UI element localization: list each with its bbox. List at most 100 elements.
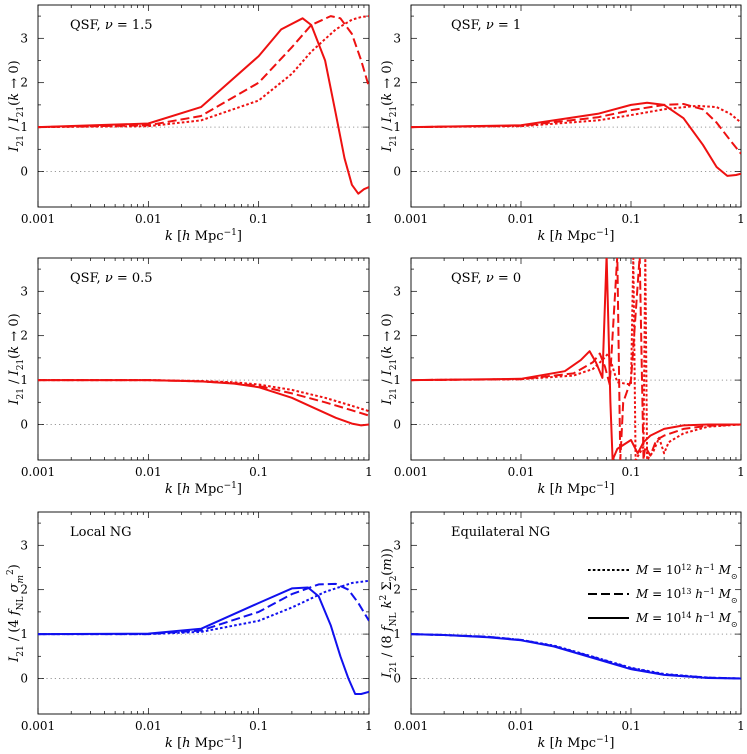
y-tick-label: 2: [20, 76, 28, 90]
x-axis-label: k [h Mpc−1]: [165, 481, 242, 497]
x-tick-label: 0.1: [621, 465, 640, 479]
y-tick-label: 3: [393, 284, 401, 298]
x-tick-label: 1: [365, 719, 373, 733]
series-line-solid: [38, 379, 369, 427]
y-tick-label: 1: [20, 120, 28, 134]
series-line-dotted: [38, 579, 369, 636]
series-line-dashed: [38, 379, 369, 417]
plot-frame: [37, 4, 370, 208]
legend-entry-label: M = 1014 h−1 M⊙: [635, 611, 738, 629]
series-line-solid: [38, 586, 369, 695]
y-tick-label: 0: [393, 671, 401, 685]
y-tick-label: 0: [393, 164, 401, 178]
series-group: [38, 15, 369, 195]
x-tick-label: 1: [737, 719, 745, 733]
x-tick-label: 0.1: [621, 719, 640, 733]
y-tick-label: 2: [393, 583, 401, 597]
x-tick-label: 0.1: [621, 212, 640, 226]
y-tick-label: 3: [393, 31, 401, 45]
panel-title: QSF, ν = 1: [451, 18, 521, 33]
y-tick-label: 2: [393, 329, 401, 343]
y-tick-label: 1: [20, 373, 28, 387]
x-axis-label: k [h Mpc−1]: [165, 228, 242, 244]
y-tick-label: 1: [393, 373, 401, 387]
plot-frame: [37, 257, 370, 461]
x-tick-label: 0.1: [249, 212, 268, 226]
plot-frame: [410, 4, 742, 208]
y-tick-label: 1: [20, 627, 28, 641]
x-tick-label: 0.01: [508, 212, 535, 226]
panel-title: QSF, ν = 0.5: [70, 271, 153, 286]
series-line-solid: [38, 17, 369, 195]
x-axis-label: k [h Mpc−1]: [538, 481, 615, 497]
legend-entry-label: M = 1013 h−1 M⊙: [635, 587, 738, 605]
x-tick-label: 0.1: [249, 719, 268, 733]
plot-frame: [37, 511, 370, 715]
y-axis-label: I21 / (8 fNL k2 Σ2(m)): [379, 548, 399, 679]
series-line-dashed: [38, 15, 369, 129]
x-tick-label: 0.001: [21, 719, 55, 733]
y-tick-label: 3: [20, 538, 28, 552]
series-line-dashed: [38, 582, 369, 636]
panel-title: QSF, ν = 0: [451, 271, 521, 286]
x-tick-label: 0.001: [21, 465, 55, 479]
y-axis-label: I21 / I21(k → 0): [7, 60, 26, 152]
x-tick-label: 1: [737, 465, 745, 479]
panel-title: Local NG: [70, 525, 132, 540]
series-line-solid: [411, 633, 741, 680]
panel-title: QSF, ν = 1.5: [70, 18, 153, 33]
x-tick-label: 1: [365, 212, 373, 226]
x-tick-label: 0.01: [135, 212, 162, 226]
x-tick-label: 0.001: [394, 465, 428, 479]
x-tick-label: 0.01: [508, 719, 535, 733]
series-line-solid: [411, 258, 741, 460]
plot-frame: [410, 257, 742, 461]
series-line-dashed: [411, 103, 741, 155]
x-tick-label: 1: [365, 465, 373, 479]
y-tick-label: 0: [20, 671, 28, 685]
x-tick-label: 0.001: [21, 212, 55, 226]
panel-title: Equilateral NG: [451, 525, 550, 540]
series-line-dotted: [411, 258, 741, 460]
series-line-solid: [411, 101, 741, 177]
x-axis-label: k [h Mpc−1]: [538, 735, 615, 751]
x-tick-label: 1: [737, 212, 745, 226]
series-line-dotted: [411, 633, 741, 680]
series-group: [411, 633, 741, 680]
legend: M = 1012 h−1 M⊙ M = 1013 h−1 M⊙ M = 1014 h…: [588, 563, 738, 629]
y-tick-label: 1: [393, 120, 401, 134]
y-tick-label: 2: [393, 76, 401, 90]
series-line-dashed: [411, 258, 741, 460]
y-tick-label: 1: [393, 627, 401, 641]
y-tick-label: 3: [393, 538, 401, 552]
y-tick-label: 2: [20, 583, 28, 597]
series-line-dashed: [411, 633, 741, 680]
series-group: [411, 258, 741, 460]
series-group: [38, 379, 369, 427]
y-axis-label: I21 / I21(k → 0): [380, 60, 399, 152]
x-tick-label: 0.01: [135, 465, 162, 479]
x-tick-label: 0.01: [508, 465, 535, 479]
series-group: [38, 579, 369, 695]
x-tick-label: 0.1: [249, 465, 268, 479]
y-tick-label: 0: [20, 417, 28, 431]
y-tick-label: 0: [20, 164, 28, 178]
series-line-dotted: [411, 104, 741, 129]
series-line-dotted: [38, 15, 369, 129]
x-tick-label: 0.001: [394, 719, 428, 733]
y-axis-label: I21 / (4 fNL σm2): [6, 564, 26, 663]
x-tick-label: 0.001: [394, 212, 428, 226]
plot-frame: [410, 511, 742, 715]
y-tick-label: 3: [20, 284, 28, 298]
y-tick-label: 3: [20, 31, 28, 45]
series-line-dotted: [38, 379, 369, 413]
y-axis-label: I21 / I21(k → 0): [380, 313, 399, 405]
y-tick-label: 0: [393, 417, 401, 431]
